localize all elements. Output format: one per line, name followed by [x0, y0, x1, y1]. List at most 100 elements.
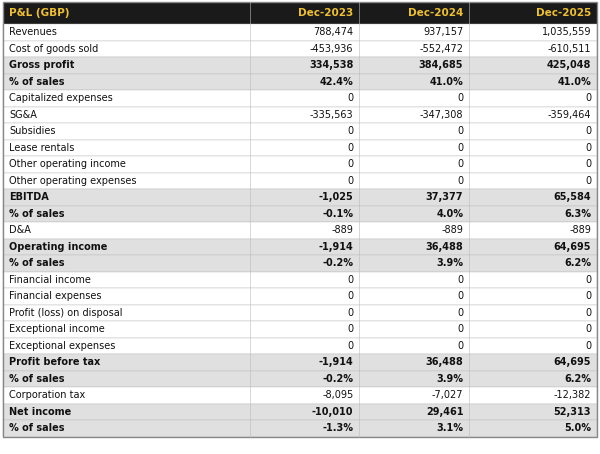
Bar — [3, 255, 597, 271]
Text: 0: 0 — [347, 275, 353, 285]
Text: 29,461: 29,461 — [426, 407, 463, 417]
Text: SG&A: SG&A — [9, 110, 37, 120]
Bar — [3, 354, 597, 370]
Bar — [3, 139, 597, 156]
Text: 788,474: 788,474 — [313, 27, 353, 37]
Text: 0: 0 — [347, 291, 353, 301]
Text: -889: -889 — [442, 225, 463, 235]
Text: Other operating expenses: Other operating expenses — [9, 176, 137, 186]
Text: 0: 0 — [347, 176, 353, 186]
Text: -335,563: -335,563 — [310, 110, 353, 120]
Bar — [3, 370, 597, 387]
Bar — [3, 173, 597, 189]
Text: Subsidies: Subsidies — [9, 126, 56, 136]
Text: P&L (GBP): P&L (GBP) — [9, 8, 70, 18]
Text: 3.9%: 3.9% — [436, 258, 463, 268]
Bar — [3, 337, 597, 354]
Text: -1,914: -1,914 — [319, 242, 353, 252]
Bar — [3, 321, 597, 337]
Text: -10,010: -10,010 — [312, 407, 353, 417]
Text: -453,936: -453,936 — [310, 44, 353, 54]
Text: 0: 0 — [457, 126, 463, 136]
Bar — [3, 74, 597, 90]
Text: -0.2%: -0.2% — [322, 374, 353, 384]
Bar — [3, 288, 597, 305]
Text: 64,695: 64,695 — [554, 242, 591, 252]
Text: 52,313: 52,313 — [554, 407, 591, 417]
Bar — [3, 238, 597, 255]
Text: Operating income: Operating income — [9, 242, 107, 252]
Bar — [3, 40, 597, 57]
Text: 0: 0 — [585, 291, 591, 301]
Text: 36,488: 36,488 — [425, 242, 463, 252]
Text: 0: 0 — [585, 308, 591, 318]
Bar — [3, 189, 597, 206]
Text: 6.2%: 6.2% — [564, 374, 591, 384]
Text: % of sales: % of sales — [9, 209, 65, 219]
Bar — [3, 420, 597, 436]
Text: 334,538: 334,538 — [309, 60, 353, 70]
Bar — [3, 2, 597, 24]
Text: 0: 0 — [585, 143, 591, 153]
Text: 0: 0 — [585, 275, 591, 285]
Text: Dec-2023: Dec-2023 — [298, 8, 353, 18]
Text: 0: 0 — [457, 291, 463, 301]
Bar — [3, 24, 597, 40]
Text: Other operating income: Other operating income — [9, 159, 126, 169]
Text: Profit (loss) on disposal: Profit (loss) on disposal — [9, 308, 122, 318]
Text: 65,584: 65,584 — [553, 192, 591, 202]
Text: Revenues: Revenues — [9, 27, 57, 37]
Text: -1.3%: -1.3% — [322, 423, 353, 433]
Text: 425,048: 425,048 — [547, 60, 591, 70]
Text: Dec-2025: Dec-2025 — [536, 8, 591, 18]
Text: Dec-2024: Dec-2024 — [408, 8, 463, 18]
Text: 937,157: 937,157 — [423, 27, 463, 37]
Bar — [3, 387, 597, 404]
Text: 0: 0 — [347, 324, 353, 334]
Text: 0: 0 — [457, 143, 463, 153]
Bar — [3, 206, 597, 222]
Text: 3.9%: 3.9% — [436, 374, 463, 384]
Text: 5.0%: 5.0% — [564, 423, 591, 433]
Text: 0: 0 — [585, 324, 591, 334]
Text: 0: 0 — [347, 341, 353, 351]
Text: 0: 0 — [457, 93, 463, 103]
Text: 0: 0 — [347, 93, 353, 103]
Text: 0: 0 — [585, 159, 591, 169]
Text: -12,382: -12,382 — [554, 390, 591, 400]
Text: -889: -889 — [569, 225, 591, 235]
Text: % of sales: % of sales — [9, 258, 65, 268]
Text: 0: 0 — [457, 176, 463, 186]
Bar — [3, 107, 597, 123]
Bar — [3, 57, 597, 74]
Text: Exceptional expenses: Exceptional expenses — [9, 341, 115, 351]
Text: Lease rentals: Lease rentals — [9, 143, 74, 153]
Text: 0: 0 — [347, 143, 353, 153]
Text: Profit before tax: Profit before tax — [9, 357, 100, 367]
Text: D&A: D&A — [9, 225, 31, 235]
Text: 37,377: 37,377 — [426, 192, 463, 202]
Text: -0.1%: -0.1% — [322, 209, 353, 219]
Text: EBITDA: EBITDA — [9, 192, 49, 202]
Text: -7,027: -7,027 — [432, 390, 463, 400]
Text: Financial income: Financial income — [9, 275, 91, 285]
Text: 0: 0 — [457, 341, 463, 351]
Bar — [3, 156, 597, 173]
Text: % of sales: % of sales — [9, 77, 65, 87]
Bar — [3, 305, 597, 321]
Text: 0: 0 — [347, 126, 353, 136]
Text: 0: 0 — [457, 159, 463, 169]
Text: 36,488: 36,488 — [425, 357, 463, 367]
Text: Gross profit: Gross profit — [9, 60, 74, 70]
Bar — [3, 222, 597, 238]
Text: 0: 0 — [457, 308, 463, 318]
Text: -347,308: -347,308 — [420, 110, 463, 120]
Bar — [3, 271, 597, 288]
Text: Capitalized expenses: Capitalized expenses — [9, 93, 113, 103]
Text: 42.4%: 42.4% — [320, 77, 353, 87]
Bar — [3, 90, 597, 107]
Text: 0: 0 — [457, 324, 463, 334]
Bar — [3, 123, 597, 139]
Text: -1,025: -1,025 — [319, 192, 353, 202]
Text: -552,472: -552,472 — [419, 44, 463, 54]
